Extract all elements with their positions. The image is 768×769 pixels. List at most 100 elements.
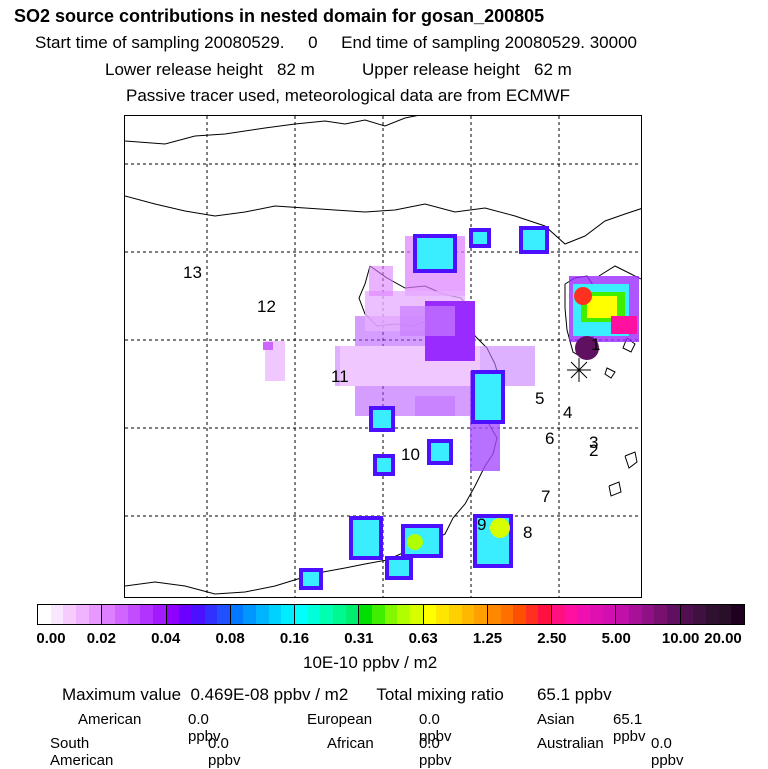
- colorbar-units: 10E-10 ppbv / m2: [303, 653, 438, 672]
- region-label: 2: [589, 441, 598, 460]
- region-label: 13: [183, 263, 202, 282]
- colorbar-segment: [552, 605, 617, 624]
- colorbar-swatch: [333, 605, 346, 624]
- region-label: 4: [563, 403, 572, 422]
- colorbar-swatch: [281, 605, 295, 624]
- conc-cell: [611, 316, 637, 334]
- colorbar-swatch: [641, 605, 655, 624]
- colorbar-segment: [295, 605, 360, 624]
- conc-cell: [263, 342, 273, 350]
- region-value: 0.0 ppbv: [208, 735, 241, 769]
- colorbar-swatch: [731, 605, 744, 624]
- colorbar-tick-label: 0.00: [36, 630, 66, 647]
- conc-cell: [471, 370, 505, 424]
- colorbar-swatch: [204, 605, 218, 624]
- colorbar-swatch: [552, 605, 565, 624]
- region-label: 1: [591, 335, 600, 354]
- colorbar-swatch: [268, 605, 282, 624]
- colorbar-swatch: [191, 605, 205, 624]
- region-name: African: [327, 735, 374, 752]
- colorbar-swatch: [38, 605, 51, 624]
- colorbar-tick-label: 2.50: [537, 630, 567, 647]
- conc-cell: [415, 396, 455, 416]
- colorbar-swatch: [243, 605, 257, 624]
- colorbar-tick-label: 0.04: [151, 630, 181, 647]
- colorbar-swatch: [500, 605, 514, 624]
- region-label: 8: [523, 523, 532, 542]
- colorbar-swatch: [295, 605, 308, 624]
- colorbar-swatch: [127, 605, 141, 624]
- colorbar-swatch: [629, 605, 642, 624]
- receptor-marker: [567, 358, 591, 382]
- colorbar-swatch: [152, 605, 166, 624]
- conc-cell: [385, 556, 413, 580]
- colorbar-swatch: [487, 605, 501, 624]
- colorbar-tick-label: 0.08: [215, 630, 245, 647]
- conc-cell: [587, 296, 617, 318]
- colorbar-swatch: [179, 605, 192, 624]
- conc-cell: [369, 406, 395, 432]
- colorbar-segment: [487, 605, 553, 624]
- colorbar-swatch: [616, 605, 630, 624]
- conc-cell: [490, 518, 510, 538]
- region-label: 11: [331, 367, 349, 386]
- colorbar-segment: [359, 605, 424, 624]
- conc-cell: [575, 336, 599, 360]
- conc-cell: [373, 454, 395, 476]
- colorbar-segment: [616, 605, 681, 624]
- colorbar-swatch: [256, 605, 269, 624]
- region-labels: 13 12 11 10 9 8 7 6 5 4 3 2 1: [183, 263, 600, 542]
- colorbar-tick-label: 0.31: [344, 630, 374, 647]
- region-value: 0.0 ppbv: [419, 711, 452, 745]
- colorbar-swatch: [705, 605, 719, 624]
- tracer-info-line: Passive tracer used, meteorological data…: [126, 86, 571, 105]
- region-name: Australian: [537, 735, 604, 752]
- region-label: 7: [541, 487, 550, 506]
- colorbar-swatch: [423, 605, 437, 624]
- colorbar-segment: [102, 605, 167, 624]
- colorbar-tick-label: 5.00: [601, 630, 631, 647]
- conc-cell: [400, 306, 455, 336]
- colorbar-swatch: [75, 605, 89, 624]
- region-value: 0.0 ppbv: [188, 711, 221, 745]
- region-value: 0.0 ppbv: [651, 735, 684, 769]
- colorbar: [37, 604, 745, 625]
- colorbar-segment: [230, 605, 296, 624]
- colorbar-swatch: [590, 605, 603, 624]
- conc-cell: [407, 534, 423, 550]
- sampling-time-line: Start time of sampling 20080529. 0 End t…: [35, 33, 637, 52]
- colorbar-tick-label: 0.16: [279, 630, 310, 647]
- chart-title: SO2 source contributions in nested domai…: [14, 6, 545, 26]
- map-panel: 13 12 11 10 9 8 7 6 5 4 3 2 1: [124, 115, 642, 598]
- colorbar-swatch: [63, 605, 76, 624]
- region-label: 9: [477, 515, 486, 534]
- conc-cell: [519, 226, 549, 254]
- colorbar-swatch: [474, 605, 487, 624]
- colorbar-segment: [680, 605, 744, 624]
- conc-cell: [413, 234, 457, 273]
- colorbar-swatch: [602, 605, 616, 624]
- map-svg: 13 12 11 10 9 8 7 6 5 4 3 2 1: [125, 116, 641, 597]
- colorbar-tick-label: 20.00: [704, 630, 742, 647]
- colorbar-swatch: [538, 605, 552, 624]
- colorbar-swatch: [577, 605, 591, 624]
- region-value: 65.1 ppbv: [613, 711, 646, 745]
- colorbar-tick-label: 0.02: [86, 630, 116, 647]
- colorbar-swatch: [384, 605, 398, 624]
- colorbar-segment: [38, 605, 103, 624]
- colorbar-swatch: [409, 605, 423, 624]
- region-name: American: [78, 711, 142, 728]
- colorbar-swatch: [667, 605, 680, 624]
- colorbar-swatch: [693, 605, 706, 624]
- colorbar-swatch: [564, 605, 578, 624]
- colorbar-swatch: [359, 605, 372, 624]
- colorbar-segment: [166, 605, 231, 624]
- colorbar-swatch: [88, 605, 102, 624]
- colorbar-swatch: [230, 605, 244, 624]
- release-height-line: Lower release height 82 m Upper release …: [105, 60, 572, 79]
- colorbar-swatch: [436, 605, 449, 624]
- conc-cell: [369, 266, 393, 296]
- conc-cell: [349, 516, 383, 560]
- colorbar-swatch: [50, 605, 64, 624]
- colorbar-swatch: [371, 605, 385, 624]
